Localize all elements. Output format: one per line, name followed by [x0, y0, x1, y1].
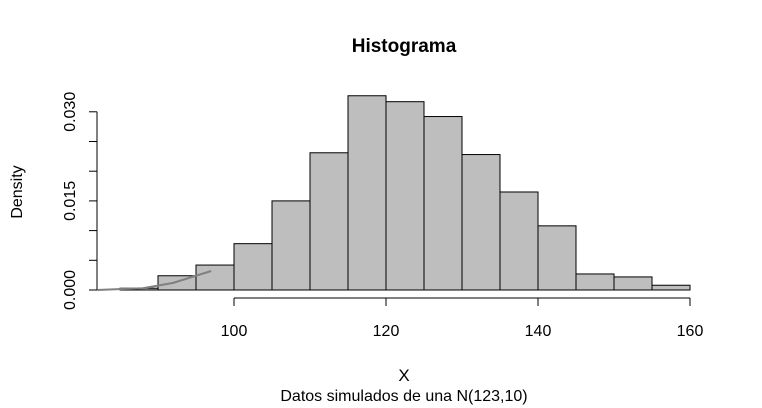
y-axis-label: Density	[9, 165, 26, 218]
x-tick-label: 140	[525, 323, 552, 340]
bar	[499, 191, 539, 291]
bar	[233, 243, 273, 291]
y-tick-label: 0.030	[62, 92, 79, 132]
bar	[461, 154, 501, 291]
bar	[195, 264, 235, 291]
y-tick-label: 0.015	[62, 181, 79, 221]
bar	[271, 200, 311, 291]
bar	[651, 284, 691, 291]
bar	[613, 276, 653, 291]
x-axis-label: X	[398, 366, 409, 385]
chart-title: Histograma	[352, 36, 457, 57]
bar	[347, 95, 387, 291]
x-tick-label: 120	[373, 323, 400, 340]
x-tick-label: 160	[677, 323, 704, 340]
subtitle: Datos simulados de una N(123,10)	[280, 388, 527, 405]
bar	[423, 116, 463, 291]
y-tick-label: 0.000	[62, 270, 79, 310]
bar	[309, 152, 349, 291]
density-curve	[97, 270, 212, 291]
bar	[385, 101, 425, 291]
x-tick-label: 100	[221, 323, 248, 340]
bar	[537, 225, 577, 291]
bar	[575, 273, 615, 291]
